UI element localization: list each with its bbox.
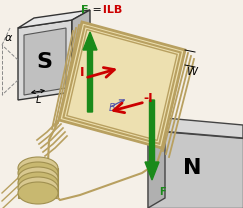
- Text: -I: -I: [143, 92, 153, 104]
- Polygon shape: [72, 10, 90, 92]
- Ellipse shape: [18, 177, 58, 199]
- Text: W: W: [186, 67, 198, 77]
- Ellipse shape: [18, 172, 58, 194]
- FancyArrow shape: [83, 32, 97, 112]
- Polygon shape: [18, 168, 58, 198]
- Text: F: F: [159, 187, 165, 197]
- Ellipse shape: [18, 157, 58, 179]
- Polygon shape: [59, 22, 185, 148]
- Text: B: B: [109, 103, 115, 113]
- Polygon shape: [148, 118, 243, 138]
- Text: =: =: [89, 5, 102, 15]
- Ellipse shape: [18, 182, 58, 204]
- Text: F: F: [80, 5, 88, 15]
- Text: I: I: [80, 66, 84, 78]
- Polygon shape: [18, 20, 72, 100]
- Polygon shape: [148, 118, 165, 208]
- Text: ILB: ILB: [99, 5, 122, 15]
- Ellipse shape: [18, 162, 58, 184]
- Text: N: N: [183, 158, 201, 178]
- Text: α: α: [4, 33, 12, 43]
- Polygon shape: [148, 130, 243, 208]
- Text: S: S: [36, 52, 52, 72]
- Polygon shape: [18, 10, 90, 28]
- Text: L: L: [35, 95, 41, 105]
- Polygon shape: [24, 28, 66, 95]
- FancyArrow shape: [145, 100, 159, 180]
- Ellipse shape: [18, 167, 58, 189]
